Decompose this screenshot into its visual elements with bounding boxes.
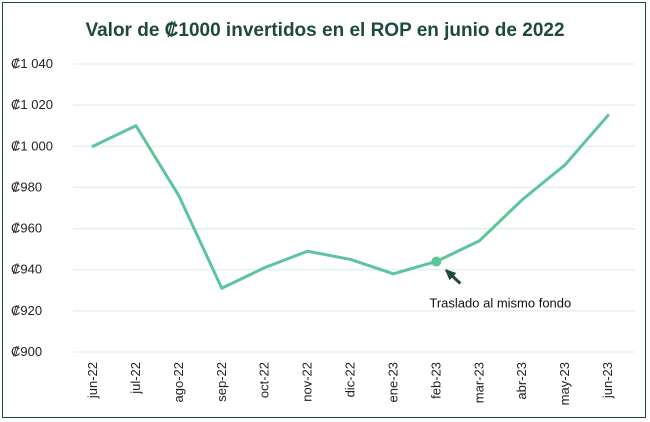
x-tick-label: ene-23	[385, 362, 400, 402]
x-tick-label: oct-22	[257, 362, 272, 398]
annotation-arrowhead	[444, 269, 457, 281]
annotation-marker	[431, 256, 442, 267]
y-tick-label: ₡1 000	[11, 138, 53, 153]
chart-title: Valor de ₡1000 invertidos en el ROP en j…	[85, 20, 564, 41]
line-chart: Valor de ₡1000 invertidos en el ROP en j…	[11, 20, 635, 405]
x-tick-label: ago-22	[171, 362, 186, 402]
x-tick-label: jul-22	[128, 362, 143, 395]
x-tick-label: dic-22	[343, 362, 358, 397]
y-tick-label: ₡920	[11, 303, 42, 318]
y-axis-ticks: ₡900 ₡920 ₡940 ₡960 ₡980 ₡1 000 ₡1 020 ₡1 040	[11, 56, 53, 359]
y-tick-label: ₡940	[11, 262, 42, 277]
x-tick-label: sep-22	[214, 362, 229, 402]
series-line	[91, 113, 610, 290]
x-tick-label: may-23	[557, 362, 572, 405]
x-tick-label: mar-23	[471, 362, 486, 403]
y-tick-label: ₡900	[11, 344, 42, 359]
grid-lines	[73, 63, 635, 353]
x-tick-label: nov-22	[300, 362, 315, 402]
x-tick-label: abr-23	[514, 362, 529, 400]
y-tick-label: ₡960	[11, 221, 42, 236]
x-tick-label: feb-23	[428, 362, 443, 399]
series-layer	[91, 113, 610, 290]
x-axis-ticks: jun-22 jul-22 ago-22 sep-22 oct-22 nov-22 dic-…	[85, 362, 615, 405]
y-tick-label: ₡1 040	[11, 56, 53, 71]
annotation: Traslado al mismo fondo	[429, 256, 571, 310]
x-tick-label: jun-22	[85, 362, 100, 399]
y-tick-label: ₡1 020	[11, 97, 53, 112]
y-tick-label: ₡980	[11, 179, 42, 194]
annotation-label: Traslado al mismo fondo	[429, 295, 571, 310]
x-tick-label: jun-23	[600, 362, 615, 399]
chart-frame: Valor de ₡1000 invertidos en el ROP en j…	[2, 2, 646, 418]
